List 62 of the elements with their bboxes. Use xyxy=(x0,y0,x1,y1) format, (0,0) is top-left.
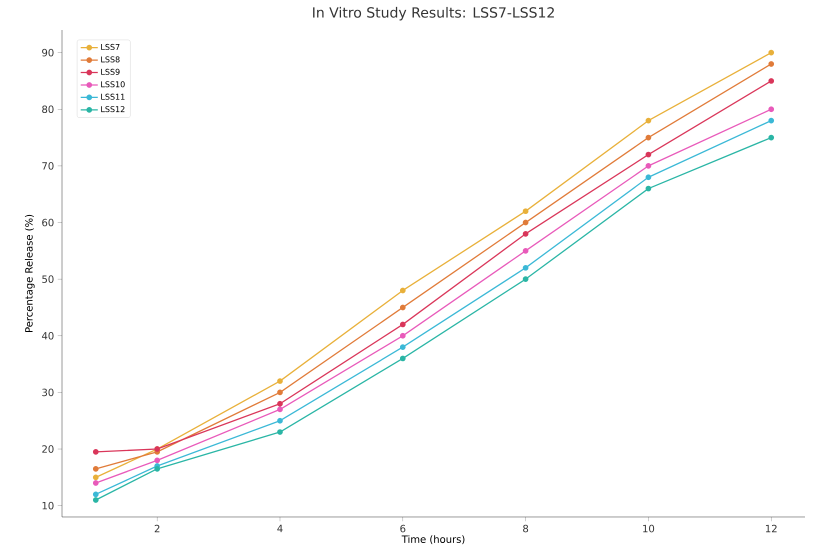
point xyxy=(768,134,774,140)
point xyxy=(646,186,652,192)
point xyxy=(277,429,283,435)
x-axis-title: Time (hours) xyxy=(402,535,464,544)
point xyxy=(522,276,528,282)
x-tick-label: 4 xyxy=(277,524,283,532)
point xyxy=(768,78,774,84)
y-tick-label: 40 xyxy=(42,332,54,340)
point xyxy=(522,248,528,254)
point xyxy=(154,458,160,464)
x-tick-label: 12 xyxy=(766,524,777,532)
point xyxy=(768,61,774,67)
point xyxy=(646,152,652,158)
point xyxy=(522,231,528,237)
point xyxy=(400,304,406,310)
point xyxy=(400,322,406,328)
point xyxy=(92,466,99,472)
point xyxy=(646,118,652,124)
point xyxy=(646,134,652,140)
y-tick-label: 50 xyxy=(42,275,54,283)
point xyxy=(522,220,528,226)
point xyxy=(92,474,99,480)
chart-title: In Vitro Study Results: LSS7-LSS12 xyxy=(313,6,554,20)
legend-label: LSS8 xyxy=(101,56,120,62)
point xyxy=(92,497,99,503)
point xyxy=(646,163,652,169)
point xyxy=(400,332,406,339)
y-tick-label: 10 xyxy=(42,502,54,510)
point xyxy=(92,491,99,498)
point xyxy=(522,264,528,271)
point xyxy=(277,378,283,384)
point xyxy=(522,208,528,214)
point xyxy=(92,449,99,455)
point xyxy=(400,344,406,350)
y-tick-label: 20 xyxy=(42,445,54,453)
y-tick-label: 90 xyxy=(42,48,54,56)
y-axis-title: Percentage Release (%) xyxy=(24,214,35,332)
point xyxy=(277,406,283,412)
point xyxy=(768,106,774,112)
x-tick-label: 8 xyxy=(523,524,528,532)
point xyxy=(92,480,99,486)
legend-label: LSS10 xyxy=(101,81,125,88)
point xyxy=(277,390,283,396)
x-tick-label: 2 xyxy=(154,524,160,532)
x-tick-label: 10 xyxy=(643,524,654,532)
x-tick-label: 6 xyxy=(400,524,406,532)
y-tick-label: 80 xyxy=(42,105,54,114)
point xyxy=(154,466,160,472)
point xyxy=(277,400,283,407)
point xyxy=(646,174,652,180)
legend-label: LSS9 xyxy=(101,68,120,75)
point xyxy=(277,418,283,424)
point xyxy=(400,356,406,362)
point xyxy=(768,118,774,124)
point xyxy=(400,288,406,294)
legend-label: LSS11 xyxy=(101,94,124,100)
point xyxy=(768,50,774,56)
legend-label: LSS12 xyxy=(101,106,124,112)
y-tick-label: 60 xyxy=(42,218,54,226)
legend-label: LSS7 xyxy=(101,44,120,50)
y-tick-label: 30 xyxy=(42,388,54,396)
y-tick-label: 70 xyxy=(42,162,54,170)
